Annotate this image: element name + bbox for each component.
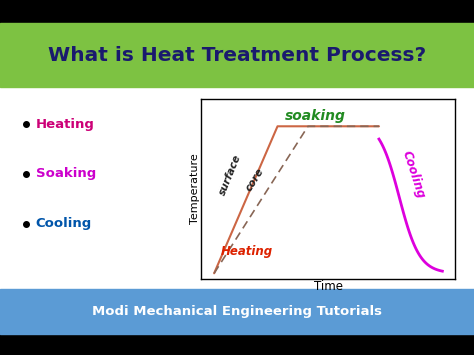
Bar [0,23,474,87]
Y-axis label: Temperature: Temperature [190,154,200,224]
Text: Heating: Heating [221,245,273,258]
Text: core: core [244,166,265,193]
Text: What is Heat Treatment Process?: What is Heat Treatment Process? [48,45,426,65]
Text: Cooling: Cooling [36,217,92,230]
Text: Modi Mechanical Engineering Tutorials: Modi Mechanical Engineering Tutorials [92,305,382,318]
X-axis label: Time: Time [314,280,343,293]
Text: soaking: soaking [285,109,346,122]
Text: Soaking: Soaking [36,168,96,180]
Text: Cooling: Cooling [400,149,427,200]
Bar [0,289,474,334]
Bar [0,87,474,289]
Text: surface: surface [218,153,243,197]
Text: Heating: Heating [36,118,94,131]
